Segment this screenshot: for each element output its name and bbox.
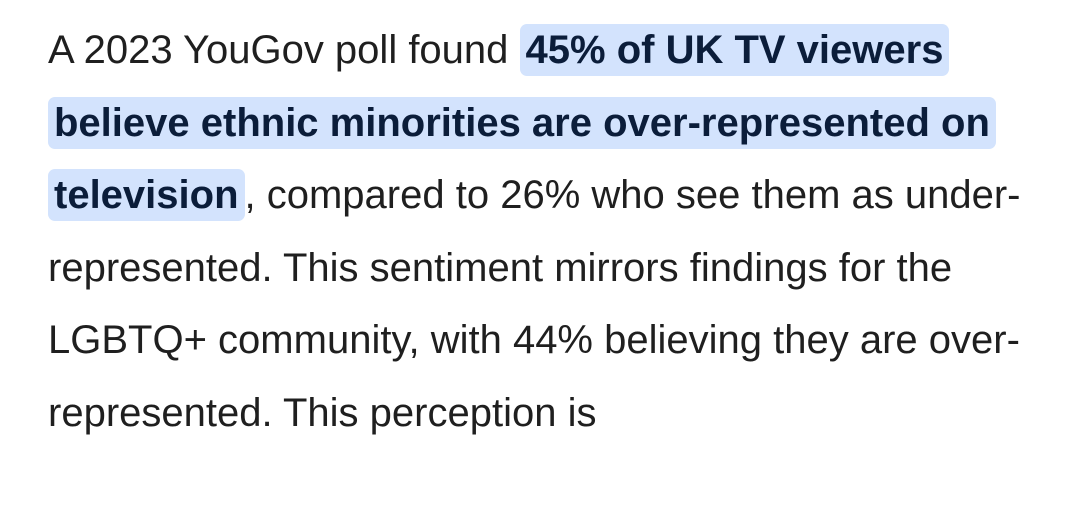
response-text-after-highlight: , compared to 26% who see them as under-… [48, 173, 1021, 435]
response-text-before-highlight: A 2023 YouGov poll found [48, 28, 520, 72]
response-paragraph: A 2023 YouGov poll found 45% of UK TV vi… [48, 14, 1068, 449]
